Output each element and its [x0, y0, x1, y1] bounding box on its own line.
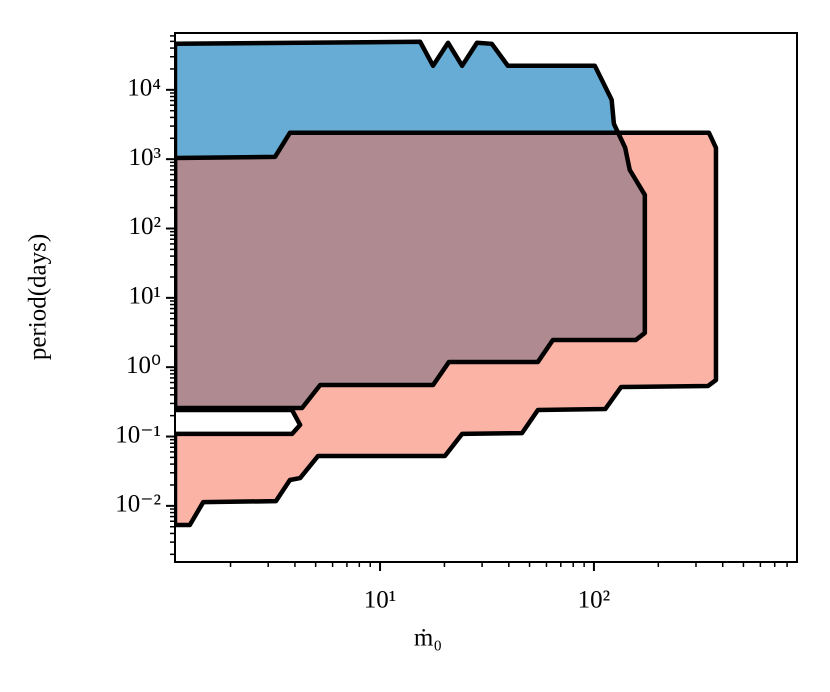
region-outline — [175, 39, 648, 411]
x-tick-label: 10¹ — [364, 587, 397, 614]
y-tick-label: 10¹ — [129, 283, 162, 310]
y-tick-label: 10⁻¹ — [115, 421, 161, 448]
plot-area — [175, 39, 719, 528]
y-tick-label: 10⁰ — [126, 352, 161, 379]
x-axis-label: ṁ₀ — [414, 625, 442, 652]
y-tick-label: 10³ — [129, 144, 162, 171]
y-tick-label: 10⁴ — [127, 75, 161, 102]
region-fill — [175, 132, 716, 526]
region-outline — [175, 130, 719, 528]
x-tick-label: 10² — [578, 587, 611, 614]
y-axis-label: period(days) — [25, 234, 52, 360]
y-tick-label: 10⁻² — [115, 491, 161, 518]
y-tick-label: 10² — [129, 213, 162, 240]
